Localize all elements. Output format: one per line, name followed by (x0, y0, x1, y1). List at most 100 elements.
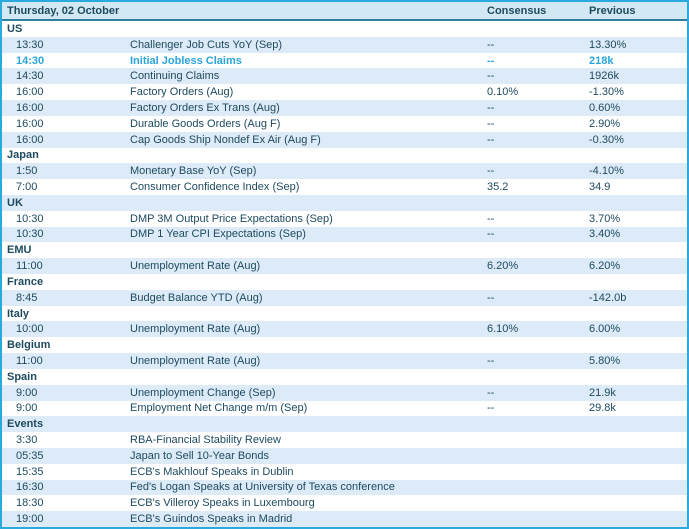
section-header-row: EMU (2, 242, 687, 259)
table-row: 3:30 RBA-Financial Stability Review (2, 432, 687, 448)
section-header-row: UK (2, 194, 687, 211)
event-name: Durable Goods Orders (Aug F) (130, 117, 281, 130)
section-header-row: Italy (2, 305, 687, 322)
table-row: 10:30 DMP 3M Output Price Expectations (… (2, 210, 687, 227)
consensus-value: -- (487, 165, 495, 178)
table-row: 19:00 ECB's Guindos Speaks in Madrid (2, 511, 687, 527)
event-name: Factory Orders (Aug) (130, 86, 234, 99)
consensus-value: -- (487, 117, 495, 130)
event-time: 15:35 (16, 465, 44, 478)
previous-value: 34.9 (589, 181, 611, 194)
event-time: 11:00 (16, 354, 43, 367)
table-row: 18:30 ECB's Villeroy Speaks in Luxembour… (2, 495, 687, 512)
table-row: 10:30 DMP 1 Year CPI Expectations (Sep) … (2, 226, 687, 243)
consensus-value: -- (487, 101, 495, 114)
event-time: 05:35 (16, 449, 44, 462)
event-time: 10:00 (16, 323, 44, 336)
event-name: Monetary Base YoY (Sep) (130, 165, 257, 178)
event-name: Budget Balance YTD (Aug) (130, 291, 263, 304)
event-time: 14:30 (16, 70, 44, 83)
consensus-value: -- (487, 54, 495, 67)
event-time: 11:00 (16, 260, 43, 273)
previous-value: 13.30% (589, 38, 627, 51)
table-row: 13:30 Challenger Job Cuts YoY (Sep) -- 1… (2, 36, 687, 53)
previous-column-header: Previous (589, 4, 636, 17)
date-header: Thursday, 02 October (7, 4, 120, 17)
previous-value: -4.10% (589, 165, 624, 178)
event-name: Fed's Logan Speaks at University of Texa… (130, 481, 395, 494)
event-time: 13:30 (16, 38, 44, 51)
table-row: 16:00 Factory Orders Ex Trans (Aug) -- 0… (2, 100, 687, 116)
consensus-value: 6.10% (487, 323, 519, 336)
event-name: ECB's Guindos Speaks in Madrid (130, 513, 293, 526)
event-name: Cap Goods Ship Nondef Ex Air (Aug F) (130, 133, 321, 146)
consensus-value: -- (487, 70, 495, 83)
event-name: Unemployment Change (Sep) (130, 386, 276, 399)
event-time: 16:00 (16, 117, 44, 130)
event-time: 16:00 (16, 133, 44, 146)
event-name: Initial Jobless Claims (130, 54, 242, 67)
consensus-value: 6.20% (487, 260, 519, 273)
consensus-value: -- (487, 354, 495, 367)
event-time: 3:30 (16, 434, 38, 447)
event-time: 19:00 (16, 513, 44, 526)
table-row: 11:00 Unemployment Rate (Aug) 6.20% 6.20… (2, 258, 687, 274)
consensus-value: 0.10% (487, 86, 519, 99)
event-time: 1:50 (16, 165, 38, 178)
event-name: Employment Net Change m/m (Sep) (130, 402, 308, 415)
event-name: DMP 3M Output Price Expectations (Sep) (130, 212, 333, 225)
table-row: 16:00 Factory Orders (Aug) 0.10% -1.30% (2, 84, 687, 101)
event-name: ECB's Villeroy Speaks in Luxembourg (130, 497, 315, 510)
section-label: Spain (7, 370, 37, 383)
section-header-row: Spain (2, 368, 687, 385)
section-label: EMU (7, 244, 32, 257)
section-label: US (7, 22, 23, 35)
consensus-value: -- (487, 386, 495, 399)
previous-value: -142.0b (589, 291, 627, 304)
table-row: 14:30 Continuing Claims -- 1926k (2, 68, 687, 85)
table-row: 14:30 Initial Jobless Claims -- 218k (2, 52, 687, 69)
event-name: Continuing Claims (130, 70, 220, 83)
previous-value: 21.9k (589, 386, 616, 399)
event-name: Challenger Job Cuts YoY (Sep) (130, 38, 283, 51)
consensus-value: -- (487, 133, 495, 146)
section-header-row: US (2, 21, 687, 37)
event-time: 16:00 (16, 86, 44, 99)
section-label: UK (7, 196, 23, 209)
section-header-row: Events (2, 416, 687, 433)
event-name: Unemployment Rate (Aug) (130, 323, 261, 336)
event-name: Consumer Confidence Index (Sep) (130, 181, 300, 194)
previous-value: 29.8k (589, 402, 616, 415)
previous-value: 6.20% (589, 260, 621, 273)
event-time: 9:00 (16, 402, 38, 415)
table-row: 8:45 Budget Balance YTD (Aug) -- -142.0b (2, 289, 687, 306)
table-body: US 13:30 Challenger Job Cuts YoY (Sep) -… (2, 21, 687, 527)
section-label: Belgium (7, 339, 51, 352)
section-header-row: Japan (2, 147, 687, 164)
section-label: Events (7, 418, 44, 431)
section-label: Japan (7, 149, 39, 162)
section-header-row: Belgium (2, 337, 687, 354)
previous-value: 3.70% (589, 212, 621, 225)
event-time: 10:30 (16, 212, 44, 225)
table-row: 7:00 Consumer Confidence Index (Sep) 35.… (2, 179, 687, 195)
table-row: 15:35 ECB's Makhlouf Speaks in Dublin (2, 463, 687, 480)
event-time: 8:45 (16, 291, 38, 304)
consensus-value: 35.2 (487, 181, 509, 194)
table-header-row: Thursday, 02 October Consensus Previous (2, 2, 687, 21)
table-row: 1:50 Monetary Base YoY (Sep) -- -4.10% (2, 163, 687, 180)
section-label: Italy (7, 307, 30, 320)
consensus-column-header: Consensus (487, 4, 547, 17)
event-name: Unemployment Rate (Aug) (130, 260, 261, 273)
event-time: 7:00 (16, 181, 38, 194)
table-row: 16:00 Cap Goods Ship Nondef Ex Air (Aug … (2, 131, 687, 148)
section-header-row: France (2, 274, 687, 290)
table-row: 16:00 Durable Goods Orders (Aug F) -- 2.… (2, 115, 687, 132)
consensus-value: -- (487, 38, 495, 51)
consensus-value: -- (487, 228, 495, 241)
previous-value: 6.00% (589, 323, 621, 336)
event-name: Unemployment Rate (Aug) (130, 354, 261, 367)
table-row: 11:00 Unemployment Rate (Aug) -- 5.80% (2, 353, 687, 369)
table-row: 10:00 Unemployment Rate (Aug) 6.10% 6.00… (2, 321, 687, 338)
